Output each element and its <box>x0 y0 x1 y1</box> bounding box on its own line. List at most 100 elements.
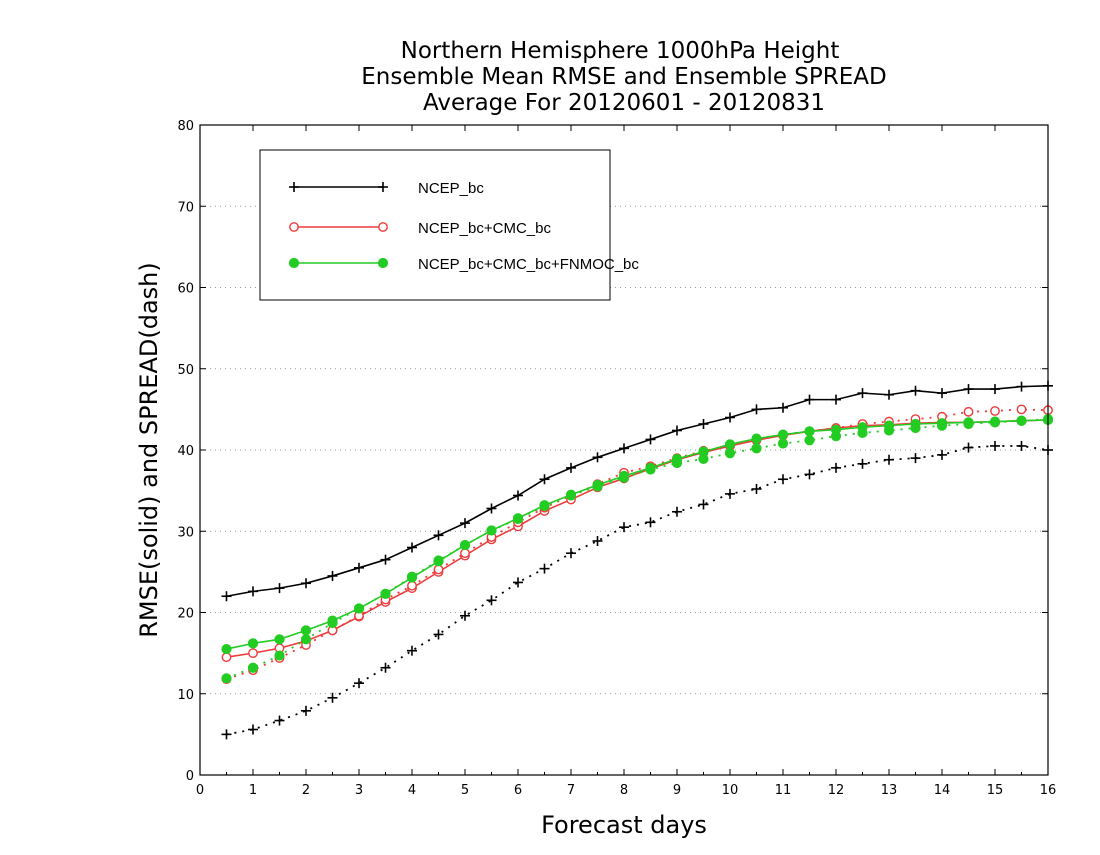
data-point-ncep-bc-cmc-bc-fnmoc-bc-rmse <box>221 643 232 655</box>
data-point-ncep-bc-spread <box>804 469 815 480</box>
data-point-ncep-bc-cmc-bc-fnmoc-bc-spread <box>698 453 709 465</box>
data-point-ncep-bc-rmse <box>221 591 232 602</box>
data-point-ncep-bc-cmc-bc-fnmoc-bc-spread <box>539 500 550 512</box>
data-point-ncep-bc-cmc-bc-fnmoc-bc-spread <box>327 617 338 629</box>
data-point-ncep-bc-cmc-bc-fnmoc-bc-spread <box>989 417 1001 428</box>
x-tick-label: 1 <box>249 783 257 798</box>
y-tick-label: 60 <box>177 282 194 297</box>
data-point-ncep-bc-cmc-bc-fnmoc-bc-spread <box>910 422 921 434</box>
series-ncep-bc-cmc-bc <box>221 404 1053 685</box>
data-point-ncep-bc-rmse <box>672 425 682 436</box>
x-tick-label: 6 <box>514 783 522 798</box>
series-line-ncep-bc-cmc-bc-spread <box>226 408 1049 680</box>
x-tick-label: 4 <box>408 783 416 798</box>
data-point-ncep-bc-cmc-bc-fnmoc-bc-spread <box>751 443 762 454</box>
data-point-ncep-bc-cmc-bc-fnmoc-bc-spread <box>883 425 895 436</box>
x-tick-label: 3 <box>355 783 363 798</box>
data-point-ncep-bc-rmse <box>831 394 841 405</box>
data-point-ncep-bc-rmse <box>380 554 391 565</box>
y-tick-label: 70 <box>177 200 194 215</box>
data-point-ncep-bc-spread <box>963 442 974 453</box>
data-point-ncep-bc-spread <box>566 548 576 559</box>
data-point-ncep-bc-cmc-bc-fnmoc-bc-spread <box>963 418 974 430</box>
data-point-ncep-bc-cmc-bc-fnmoc-bc-rmse <box>777 429 789 440</box>
data-point-ncep-bc-cmc-bc-fnmoc-bc-spread <box>486 525 497 536</box>
data-point-ncep-bc-cmc-bc-spread <box>990 406 1000 416</box>
x-tick-label: 10 <box>722 783 739 798</box>
legend-box <box>259 149 611 301</box>
data-point-ncep-bc-rmse <box>592 452 603 463</box>
data-point-ncep-bc-spread <box>221 729 232 740</box>
data-point-ncep-bc-rmse <box>698 419 709 429</box>
data-point-ncep-bc-spread <box>274 715 285 726</box>
data-point-ncep-bc-spread <box>751 484 762 494</box>
data-point-ncep-bc-cmc-bc-fnmoc-bc-spread <box>1016 415 1027 426</box>
data-point-ncep-bc-rmse <box>486 503 497 514</box>
legend-entry-ncep-bc-cmc-bc-fnmoc-bc: NCEP_bc+CMC_bc+FNMOC_bc <box>288 256 639 273</box>
data-point-ncep-bc-spread <box>248 724 258 735</box>
x-tick-label: 5 <box>461 783 469 798</box>
legend-label: NCEP_bc <box>418 180 484 197</box>
data-point-ncep-bc-rmse <box>460 518 470 529</box>
data-point-ncep-bc-cmc-bc-fnmoc-bc-rmse <box>274 634 285 645</box>
legend-label: NCEP_bc+CMC_bc <box>418 220 551 237</box>
data-point-ncep-bc-rmse <box>327 570 338 581</box>
x-tick-label: 9 <box>673 783 681 798</box>
y-tick-label: 40 <box>177 444 194 459</box>
series-ncep-bc <box>221 380 1053 740</box>
data-point-ncep-bc-spread <box>354 678 364 689</box>
data-point-ncep-bc-rmse <box>1016 381 1027 392</box>
data-point-ncep-bc-spread <box>433 629 444 640</box>
legend-marker <box>289 182 299 192</box>
x-tick-label: 7 <box>567 783 575 798</box>
data-point-ncep-bc-rmse <box>619 443 629 454</box>
data-point-ncep-bc-cmc-bc-spread <box>1016 404 1027 415</box>
data-point-ncep-bc-spread <box>884 454 894 465</box>
data-point-ncep-bc-cmc-bc-fnmoc-bc-spread <box>565 490 577 501</box>
x-tick-label: 11 <box>775 783 792 798</box>
data-point-ncep-bc-spread <box>698 499 709 510</box>
data-point-ncep-bc-rmse <box>937 388 947 399</box>
data-point-ncep-bc-cmc-bc-fnmoc-bc-spread <box>433 555 444 566</box>
data-point-ncep-bc-cmc-bc-fnmoc-bc-spread <box>936 420 948 431</box>
data-point-ncep-bc-rmse <box>539 474 550 485</box>
data-point-ncep-bc-spread <box>857 458 868 469</box>
data-point-ncep-bc-spread <box>672 506 682 517</box>
legend-marker <box>288 257 300 269</box>
legend-marker <box>378 182 388 192</box>
data-point-ncep-bc-cmc-bc-fnmoc-bc-spread <box>406 571 418 582</box>
legend-marker <box>377 257 389 269</box>
data-point-ncep-bc-rmse <box>248 586 258 597</box>
data-point-ncep-bc-rmse <box>990 384 1000 395</box>
legend-entry-ncep-bc: NCEP_bc <box>289 180 484 197</box>
x-tick-label: 16 <box>1040 783 1057 798</box>
data-point-ncep-bc-rmse <box>910 385 921 396</box>
data-point-ncep-bc-cmc-bc-spread <box>407 580 417 591</box>
data-point-ncep-bc-spread <box>619 522 629 533</box>
legend-entry-ncep-bc-cmc-bc: NCEP_bc+CMC_bc <box>289 220 551 237</box>
data-point-ncep-bc-spread <box>1016 440 1027 451</box>
data-point-ncep-bc-rmse <box>804 394 815 405</box>
x-tick-label: 13 <box>881 783 898 798</box>
data-point-ncep-bc-cmc-bc-fnmoc-bc-spread <box>592 481 603 492</box>
series-line-ncep-bc-cmc-bc-fnmoc-bc-spread <box>226 418 1049 680</box>
x-tick-label: 2 <box>302 783 310 798</box>
x-tick-label: 12 <box>828 783 845 798</box>
x-tick-label: 14 <box>934 783 951 798</box>
data-point-ncep-bc-cmc-bc-rmse <box>248 648 258 659</box>
data-point-ncep-bc-cmc-bc-fnmoc-bc-rmse <box>724 439 736 450</box>
y-tick-label: 10 <box>177 688 194 703</box>
data-point-ncep-bc-rmse <box>725 412 735 423</box>
data-point-ncep-bc-cmc-bc-fnmoc-bc-rmse <box>804 426 815 437</box>
data-point-ncep-bc-spread <box>407 645 417 656</box>
data-point-ncep-bc-cmc-bc-fnmoc-bc-spread <box>618 472 630 483</box>
data-point-ncep-bc-cmc-bc-fnmoc-bc-spread <box>830 431 842 442</box>
x-axis-label: Forecast days <box>541 811 707 839</box>
data-point-ncep-bc-rmse <box>433 530 444 541</box>
data-point-ncep-bc-spread <box>539 563 550 574</box>
data-point-ncep-bc-cmc-bc-fnmoc-bc-spread <box>459 539 471 551</box>
data-point-ncep-bc-rmse <box>354 562 364 573</box>
data-point-ncep-bc-spread <box>592 536 603 546</box>
data-point-ncep-bc-rmse <box>751 404 762 415</box>
